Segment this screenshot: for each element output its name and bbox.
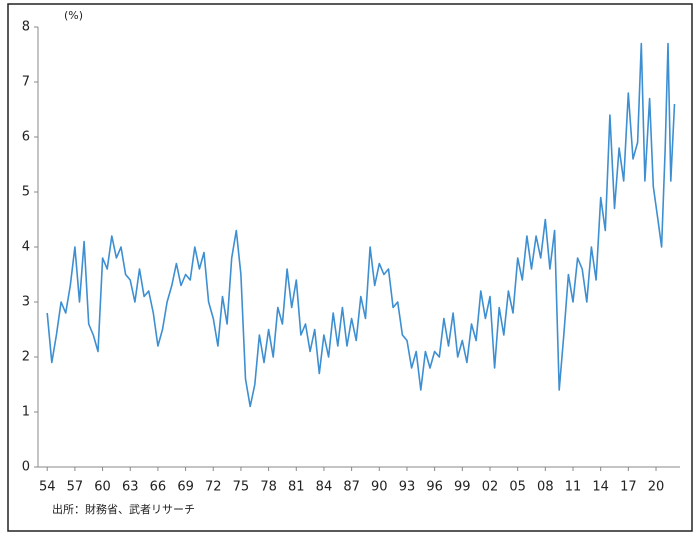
x-tick-label: 87 bbox=[343, 480, 360, 495]
x-tick-label: 17 bbox=[620, 480, 637, 495]
source: 出所：財務省、武者リサーチ bbox=[52, 502, 195, 516]
unit-label: (%) bbox=[64, 9, 83, 22]
x-tick-label: 20 bbox=[648, 480, 665, 495]
y-tick-label: 4 bbox=[22, 240, 30, 255]
x-tick-label: 90 bbox=[371, 480, 388, 495]
x-tick-label: 05 bbox=[509, 480, 526, 495]
x-tick-label: 11 bbox=[565, 480, 582, 495]
x-tick-label: 78 bbox=[260, 480, 277, 495]
line bbox=[46, 42, 676, 408]
x-tick-label: 75 bbox=[233, 480, 250, 495]
x-tick-label: 60 bbox=[94, 480, 111, 495]
x-tick-label: 08 bbox=[537, 480, 554, 495]
y-tick-label: 8 bbox=[22, 20, 30, 35]
x-tick-label: 84 bbox=[316, 480, 333, 495]
x-tick-label: 72 bbox=[205, 480, 222, 495]
x-tick-label: 66 bbox=[150, 480, 167, 495]
y-tick-label: 7 bbox=[22, 75, 30, 90]
y-tick-label: 5 bbox=[22, 185, 30, 200]
x-tick-label: 02 bbox=[482, 480, 499, 495]
y-tick-label: 2 bbox=[22, 350, 30, 365]
x-tick-label: 54 bbox=[39, 480, 56, 495]
x-tick-label: 99 bbox=[454, 480, 471, 495]
y-tick-label: 3 bbox=[22, 295, 30, 310]
y-tick-label: 0 bbox=[22, 460, 30, 475]
x-tick-label: 81 bbox=[288, 480, 305, 495]
x-tick-label: 63 bbox=[122, 480, 139, 495]
x-tick-label: 57 bbox=[67, 480, 84, 495]
x-tick-label: 96 bbox=[426, 480, 443, 495]
y-tick-label: 6 bbox=[22, 130, 30, 145]
x-tick-label: 93 bbox=[399, 480, 416, 495]
y-tick-label: 1 bbox=[22, 405, 30, 420]
frame bbox=[7, 3, 693, 532]
x-tick-label: 14 bbox=[592, 480, 609, 495]
x-tick-label: 69 bbox=[177, 480, 194, 495]
